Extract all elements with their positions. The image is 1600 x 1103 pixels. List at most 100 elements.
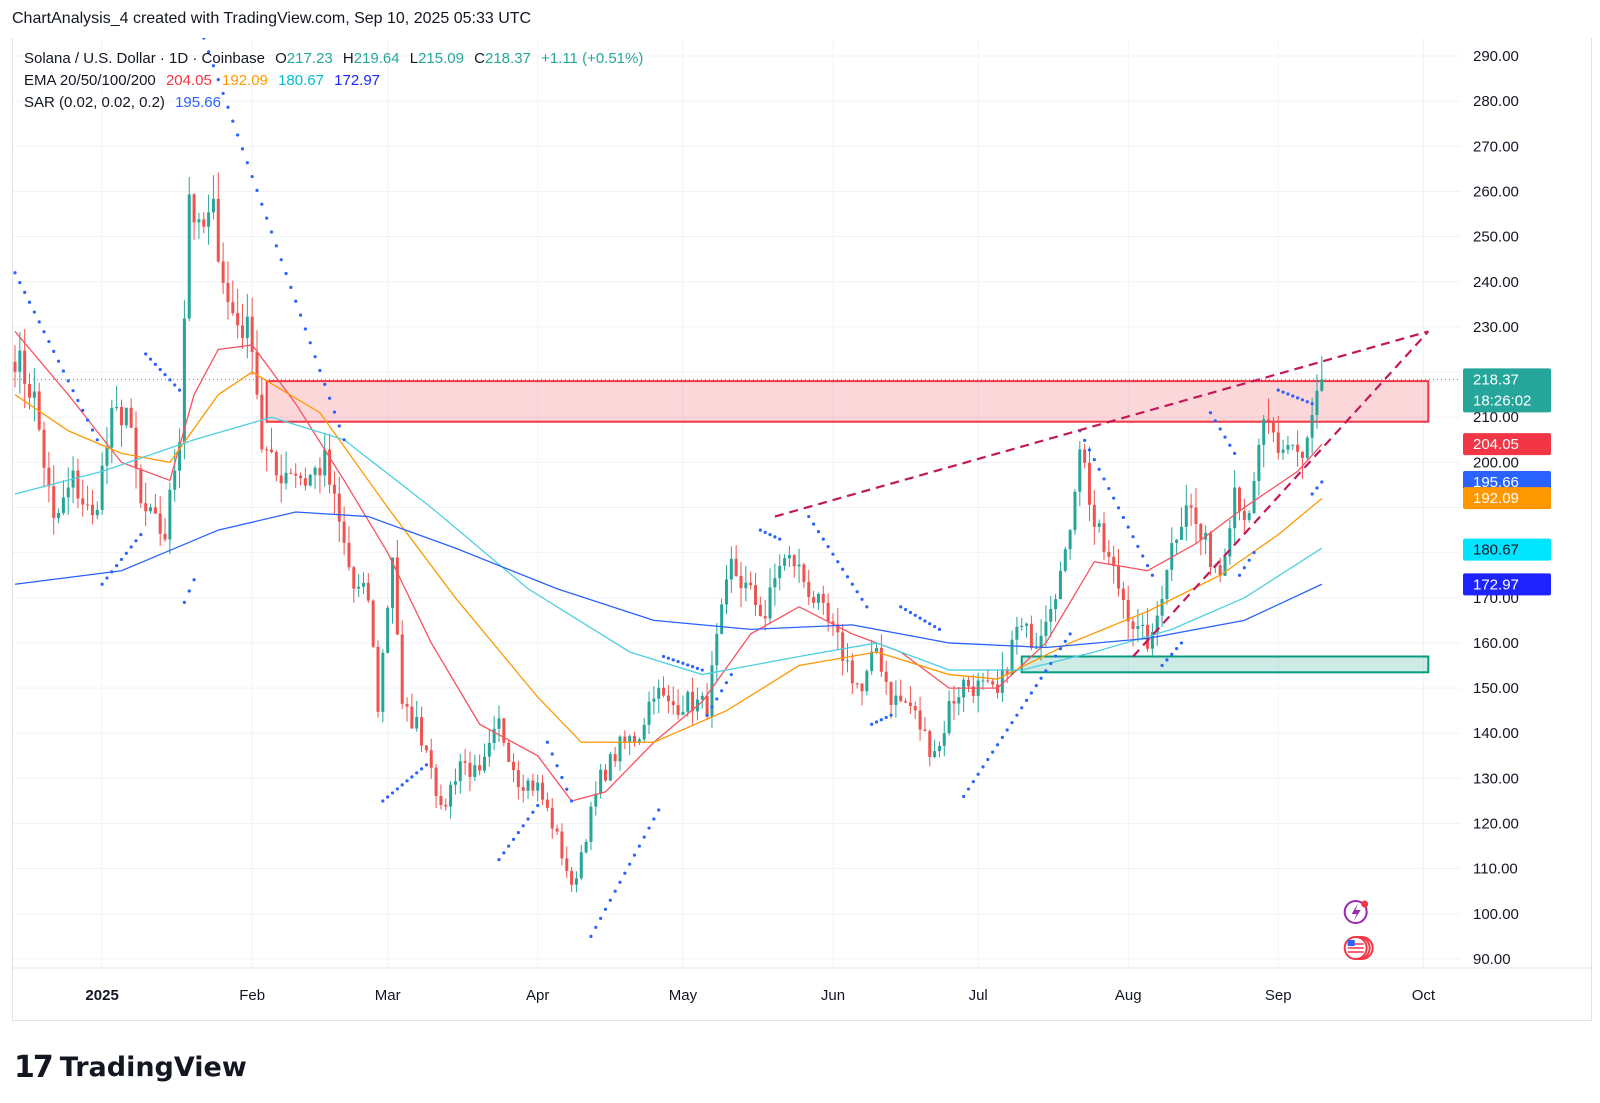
price-label-text-ema100: 180.67 <box>1473 542 1519 559</box>
candle-body <box>391 557 395 608</box>
candle-body <box>691 691 695 712</box>
candle-body <box>686 691 690 712</box>
sar-dot <box>603 907 608 911</box>
sar-dot <box>1179 641 1184 645</box>
sar-dot <box>1000 735 1004 739</box>
sar-dot <box>105 576 109 580</box>
candle-body <box>487 743 491 757</box>
sar-dot <box>976 772 980 776</box>
candle-body <box>865 671 869 692</box>
candle-body <box>1015 626 1019 640</box>
candle-body <box>1097 523 1101 527</box>
price-chart[interactable]: 290.00 280.00 270.00 260.00 250.00 240.00 230.… <box>13 38 1591 1020</box>
candle-body <box>594 793 598 807</box>
candle-body <box>1107 551 1111 557</box>
candle-body <box>1039 635 1043 648</box>
price-label-text-sar: 195.66 <box>1473 474 1519 491</box>
candle-body <box>1179 526 1183 540</box>
sar-dot <box>661 654 666 659</box>
candle-body <box>783 558 787 566</box>
candle-body <box>361 582 365 587</box>
candle-body <box>313 467 317 475</box>
sar-dot <box>308 341 312 345</box>
sar-dot <box>1213 419 1217 423</box>
candle-body <box>211 198 215 213</box>
candle-body <box>1005 669 1009 675</box>
candle-body <box>420 717 424 746</box>
candle-body <box>894 695 898 705</box>
sar-dot <box>207 50 211 54</box>
candle-body <box>279 475 283 484</box>
low-label: L <box>409 50 419 67</box>
candle-body <box>831 621 835 625</box>
candle-body <box>1136 626 1140 629</box>
chart-area[interactable]: 290.00 280.00 270.00 260.00 250.00 240.00 230.… <box>12 38 1592 1021</box>
sar-dot <box>23 290 27 295</box>
candle-body <box>947 701 951 734</box>
sar-dot <box>695 666 700 670</box>
candle-body <box>226 282 230 303</box>
sar-dot <box>966 787 971 791</box>
candle-body <box>105 447 109 466</box>
sar-dot <box>90 428 95 432</box>
candle-body <box>966 679 970 687</box>
sar-dot <box>1252 551 1256 555</box>
candle-body <box>1238 487 1242 511</box>
sar-dot <box>274 244 278 248</box>
ema-label[interactable]: EMA 20/50/100/200 <box>24 72 156 89</box>
candle-body <box>816 593 820 603</box>
candle-body <box>1150 632 1154 649</box>
symbol-name[interactable]: Solana / U.S. Dollar · 1D · Coinbase <box>24 50 265 67</box>
x-tick-label: Apr <box>526 987 549 1004</box>
sar-dot <box>66 379 70 383</box>
sar-dot <box>628 862 632 866</box>
brand-name: TradingView <box>59 1052 247 1083</box>
candle-body <box>1223 556 1227 576</box>
candle-body <box>812 596 816 603</box>
sar-dot <box>899 605 903 609</box>
y-tick-label: 110.00 <box>1473 861 1518 878</box>
sar-dot <box>845 575 850 579</box>
y-tick-label: 100.00 <box>1473 906 1519 923</box>
sar-dot <box>521 824 525 828</box>
candle-body <box>289 472 293 474</box>
candle-body <box>981 680 985 682</box>
sar-dot <box>613 889 617 893</box>
candle-body <box>95 509 99 516</box>
sar-dot <box>1286 392 1290 396</box>
sar-dot <box>260 202 264 206</box>
brand[interactable]: 17 TradingView <box>14 1050 247 1085</box>
sar-dot <box>831 552 835 556</box>
candle-body <box>347 542 351 568</box>
ema-line-ema-50 <box>14 371 1323 743</box>
candle-body <box>599 769 603 794</box>
candle-body <box>507 742 511 762</box>
candle-body <box>923 729 927 732</box>
sar-dot <box>1208 411 1213 415</box>
candle-body <box>1112 556 1116 567</box>
y-tick-label: 150.00 <box>1473 680 1519 697</box>
candle-body <box>1121 588 1125 601</box>
candle-body <box>560 831 564 859</box>
candle-body <box>957 697 961 704</box>
sar-dot <box>991 750 995 754</box>
sar-dot <box>390 791 395 795</box>
sar-dot <box>1175 646 1179 651</box>
sar-dot <box>318 368 322 373</box>
candle-body <box>1068 530 1072 550</box>
sar-dot <box>289 285 293 289</box>
y-tick-label: 160.00 <box>1473 635 1519 652</box>
sar-dot <box>632 853 637 857</box>
sar-dot <box>1116 506 1121 510</box>
sar-label[interactable]: SAR (0.02, 0.02, 0.2) <box>24 94 165 111</box>
candle-body <box>1054 599 1058 609</box>
sar-dot <box>570 799 574 803</box>
sar-dot <box>511 837 516 841</box>
sar-dot <box>303 327 307 331</box>
candle-body <box>221 261 225 283</box>
sar-dot <box>816 529 821 534</box>
sar-dot <box>124 551 128 555</box>
y-tick-label: 290.00 <box>1473 48 1519 65</box>
sar-dot <box>773 535 777 539</box>
sar-dot <box>158 367 162 372</box>
